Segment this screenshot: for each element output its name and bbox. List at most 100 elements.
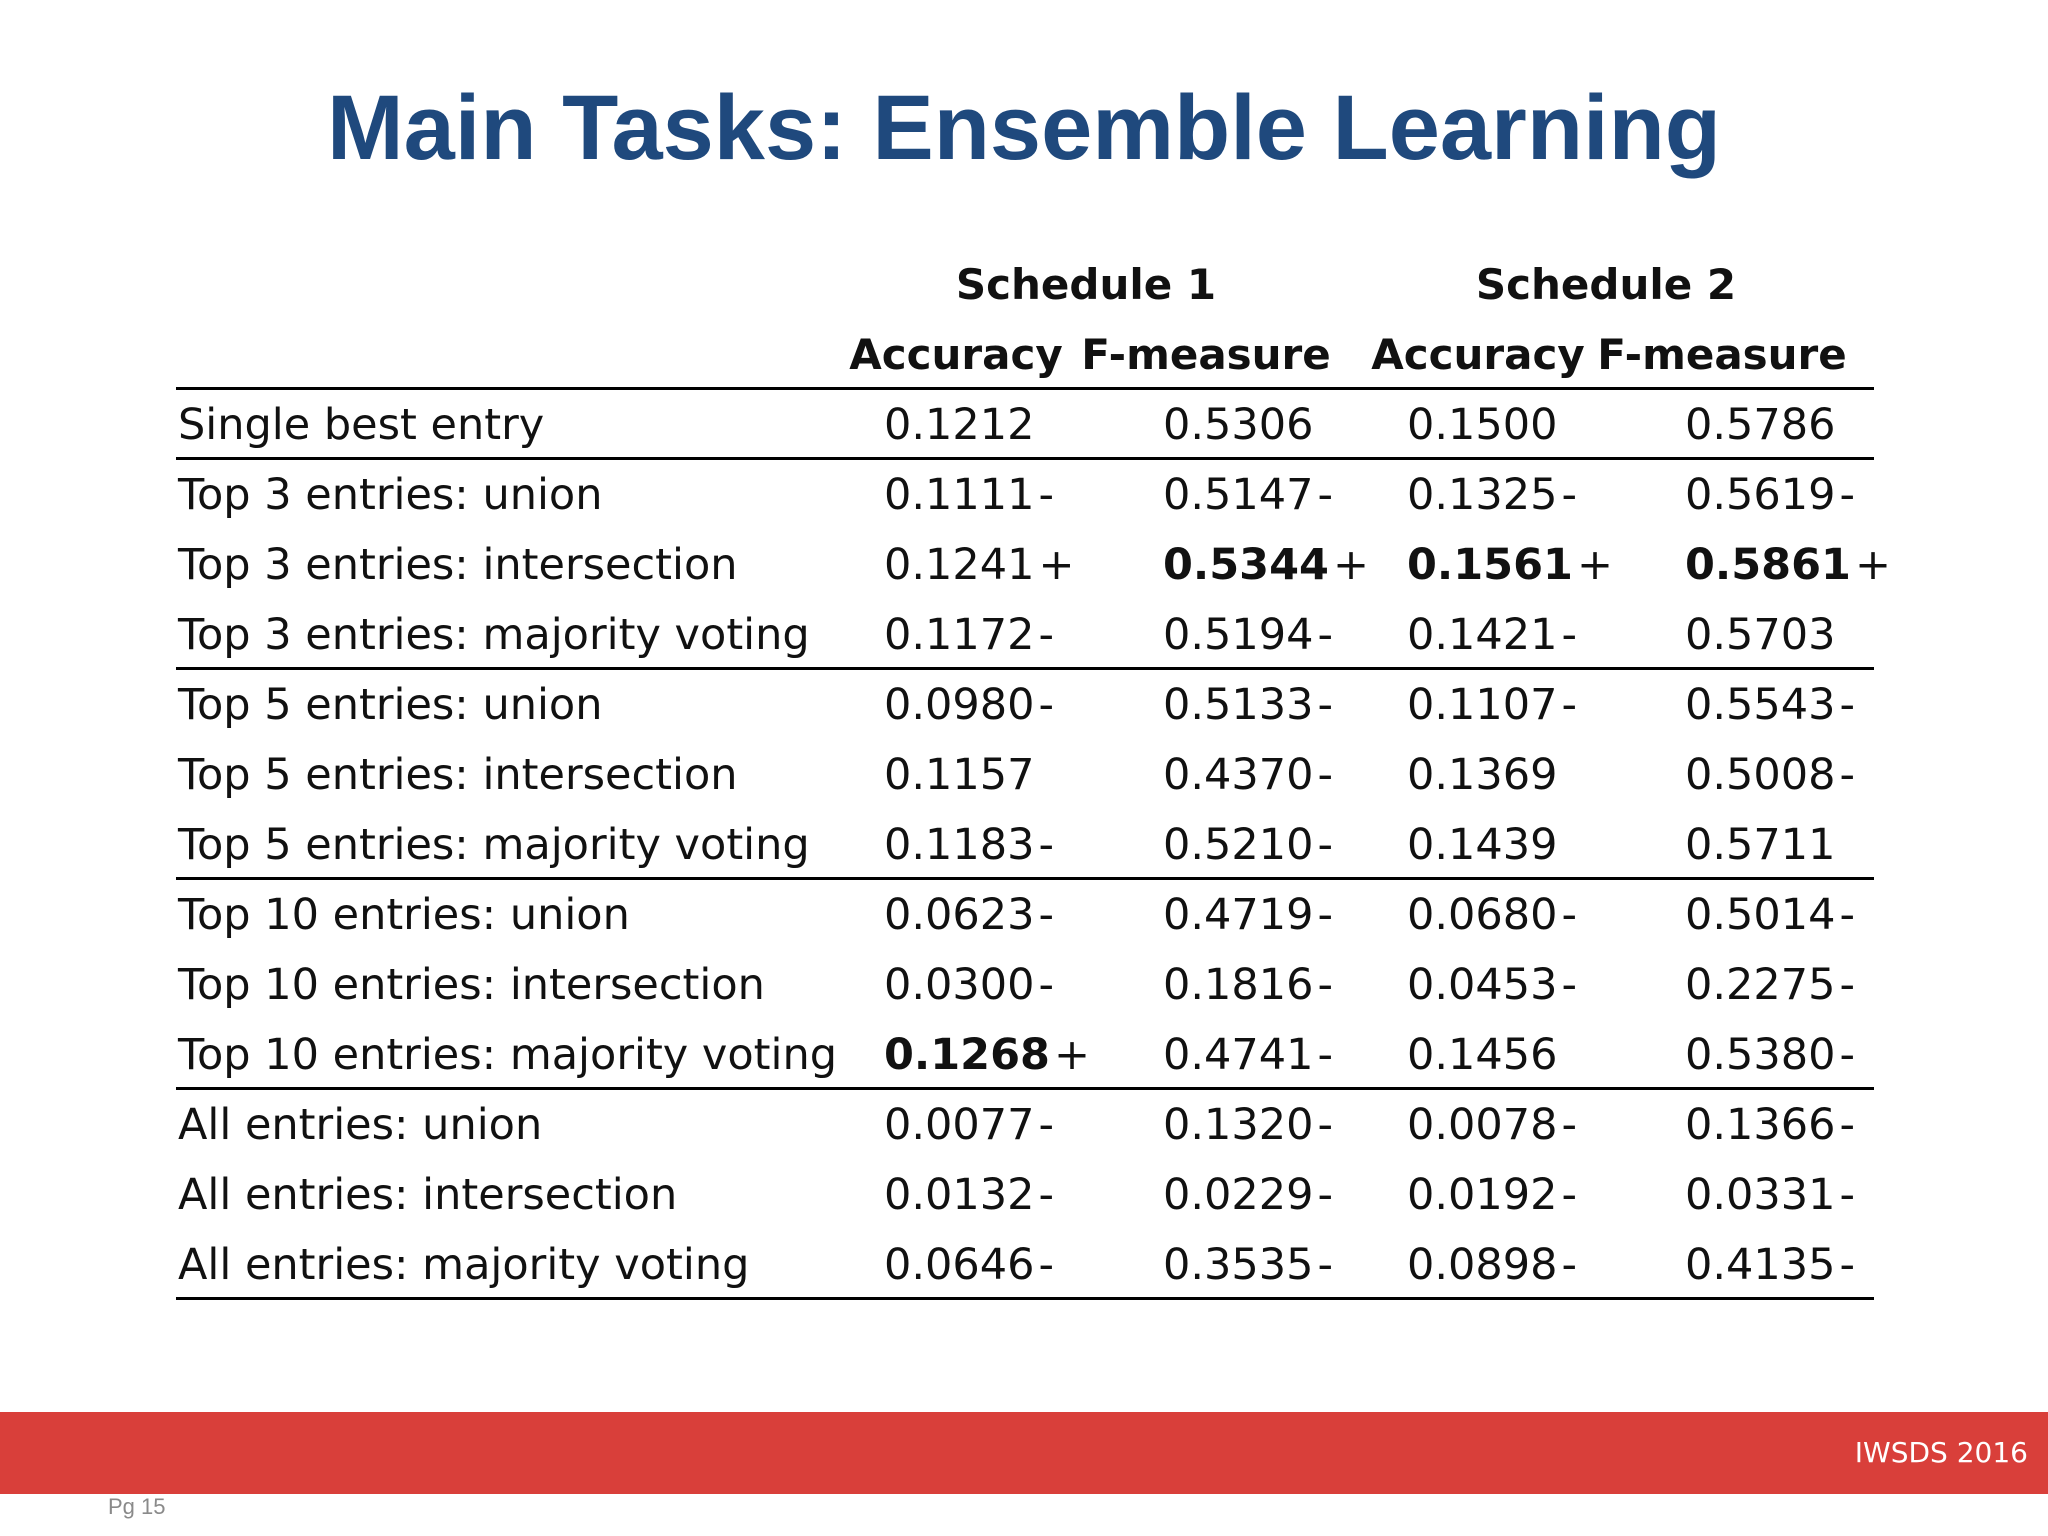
cell-value: 0.0623 xyxy=(884,890,1035,940)
cell-value: 0.0229 xyxy=(1163,1170,1314,1220)
significance-marker: - xyxy=(1561,890,1577,940)
cell-value: 0.5786 xyxy=(1685,400,1836,450)
significance-marker: - xyxy=(1839,470,1855,520)
cell-accuracy-1: 0.0132- xyxy=(884,1160,1054,1230)
schedule-1-header: Schedule 1 xyxy=(955,260,1217,309)
cell-value: 0.4719 xyxy=(1163,890,1314,940)
cell-accuracy-1: 0.1172- xyxy=(884,600,1054,670)
cell-fmeasure-2: 0.2275- xyxy=(1685,950,1855,1020)
cell-value: 0.0898 xyxy=(1407,1240,1558,1290)
cell-fmeasure-2: 0.5703 xyxy=(1685,600,1839,670)
cell-value: 0.5619 xyxy=(1685,470,1836,520)
row-label: Top 5 entries: intersection xyxy=(178,750,738,800)
significance-marker: - xyxy=(1317,1100,1333,1150)
cell-accuracy-2: 0.0078- xyxy=(1407,1090,1577,1160)
significance-marker: - xyxy=(1839,960,1855,1010)
cell-accuracy-2: 0.1561+ xyxy=(1407,530,1613,600)
significance-marker: - xyxy=(1839,680,1855,730)
footer-bar xyxy=(0,1412,2048,1494)
significance-marker: - xyxy=(1839,1240,1855,1290)
row-label: Top 3 entries: majority voting xyxy=(178,610,810,660)
cell-accuracy-2: 0.1107- xyxy=(1407,670,1577,740)
cell-value: 0.0078 xyxy=(1407,1100,1558,1150)
cell-value: 0.1111 xyxy=(884,470,1035,520)
significance-marker: - xyxy=(1317,890,1333,940)
cell-value: 0.4370 xyxy=(1163,750,1314,800)
results-table: Schedule 1 Schedule 2 Accuracy F-measure… xyxy=(176,250,1891,1300)
cell-value: 0.5194 xyxy=(1163,610,1314,660)
significance-marker: - xyxy=(1038,1240,1054,1290)
significance-marker: - xyxy=(1561,960,1577,1010)
cell-value: 0.1212 xyxy=(884,400,1035,450)
table-row: Top 3 entries: majority voting 0.1172- 0.5… xyxy=(176,600,1874,670)
cell-value: 0.1561 xyxy=(1407,540,1573,590)
cell-value: 0.1241 xyxy=(884,540,1035,590)
significance-marker: - xyxy=(1317,680,1333,730)
significance-marker: - xyxy=(1839,750,1855,800)
row-label: Top 5 entries: majority voting xyxy=(178,820,810,870)
significance-marker: - xyxy=(1839,1030,1855,1080)
significance-marker: - xyxy=(1561,470,1577,520)
significance-marker: - xyxy=(1317,960,1333,1010)
cell-value: 0.1456 xyxy=(1407,1030,1558,1080)
significance-marker: + xyxy=(1332,540,1369,590)
cell-accuracy-1: 0.1157 xyxy=(884,740,1038,810)
col-header-fmeasure-1: F-measure xyxy=(1081,330,1331,379)
table-row: Top 3 entries: union 0.1111- 0.5147- 0.1325… xyxy=(176,460,1874,530)
cell-accuracy-1: 0.1212 xyxy=(884,390,1038,460)
cell-fmeasure-1: 0.3535- xyxy=(1163,1230,1333,1300)
cell-value: 0.0331 xyxy=(1685,1170,1836,1220)
significance-marker: - xyxy=(1317,820,1333,870)
cell-value: 0.0680 xyxy=(1407,890,1558,940)
cell-accuracy-2: 0.1421- xyxy=(1407,600,1577,670)
significance-marker: + xyxy=(1854,540,1891,590)
cell-fmeasure-2: 0.5380- xyxy=(1685,1020,1855,1090)
significance-marker: - xyxy=(1839,890,1855,940)
cell-accuracy-2: 0.1456 xyxy=(1407,1020,1561,1090)
cell-value: 0.1107 xyxy=(1407,680,1558,730)
row-label: Top 5 entries: union xyxy=(178,680,603,730)
cell-accuracy-2: 0.1439 xyxy=(1407,810,1561,880)
table-body: Single best entry 0.1212 0.5306 0.1500 0.578… xyxy=(176,390,1891,1300)
cell-value: 0.2275 xyxy=(1685,960,1836,1010)
significance-marker: - xyxy=(1038,820,1054,870)
cell-accuracy-2: 0.0192- xyxy=(1407,1160,1577,1230)
cell-value: 0.1183 xyxy=(884,820,1035,870)
cell-fmeasure-2: 0.5543- xyxy=(1685,670,1855,740)
significance-marker: - xyxy=(1038,890,1054,940)
significance-marker: - xyxy=(1561,680,1577,730)
cell-fmeasure-1: 0.5133- xyxy=(1163,670,1333,740)
schedule-header-row: Schedule 1 Schedule 2 xyxy=(176,250,1874,320)
schedule-2-header: Schedule 2 xyxy=(1475,260,1737,309)
cell-fmeasure-1: 0.5306 xyxy=(1163,390,1317,460)
row-label: All entries: union xyxy=(178,1100,543,1150)
table-row: All entries: majority voting 0.0646- 0.353… xyxy=(176,1230,1874,1300)
cell-value: 0.4741 xyxy=(1163,1030,1314,1080)
row-label: Top 10 entries: majority voting xyxy=(178,1030,838,1080)
significance-marker: - xyxy=(1561,610,1577,660)
significance-marker: - xyxy=(1317,750,1333,800)
cell-value: 0.5344 xyxy=(1163,540,1329,590)
conference-label: IWSDS 2016 xyxy=(1854,1436,2028,1469)
cell-accuracy-1: 0.1111- xyxy=(884,460,1054,530)
cell-value: 0.5711 xyxy=(1685,820,1836,870)
row-label: Single best entry xyxy=(178,400,545,450)
cell-value: 0.5210 xyxy=(1163,820,1314,870)
row-label: Top 10 entries: intersection xyxy=(178,960,765,1010)
table-row: Top 10 entries: intersection 0.0300- 0.181… xyxy=(176,950,1874,1020)
col-header-accuracy-2: Accuracy xyxy=(1371,330,1585,379)
significance-marker: - xyxy=(1038,960,1054,1010)
significance-marker: - xyxy=(1839,1100,1855,1150)
cell-value: 0.5380 xyxy=(1685,1030,1836,1080)
significance-marker: - xyxy=(1561,1170,1577,1220)
significance-marker: - xyxy=(1038,470,1054,520)
cell-fmeasure-2: 0.1366- xyxy=(1685,1090,1855,1160)
cell-value: 0.1320 xyxy=(1163,1100,1314,1150)
cell-value: 0.1268 xyxy=(884,1030,1050,1080)
cell-accuracy-2: 0.1369 xyxy=(1407,740,1561,810)
significance-marker: - xyxy=(1317,470,1333,520)
cell-value: 0.1325 xyxy=(1407,470,1558,520)
significance-marker: - xyxy=(1317,610,1333,660)
cell-accuracy-2: 0.1500 xyxy=(1407,390,1561,460)
table-row: Top 3 entries: intersection 0.1241+ 0.5344… xyxy=(176,530,1891,600)
